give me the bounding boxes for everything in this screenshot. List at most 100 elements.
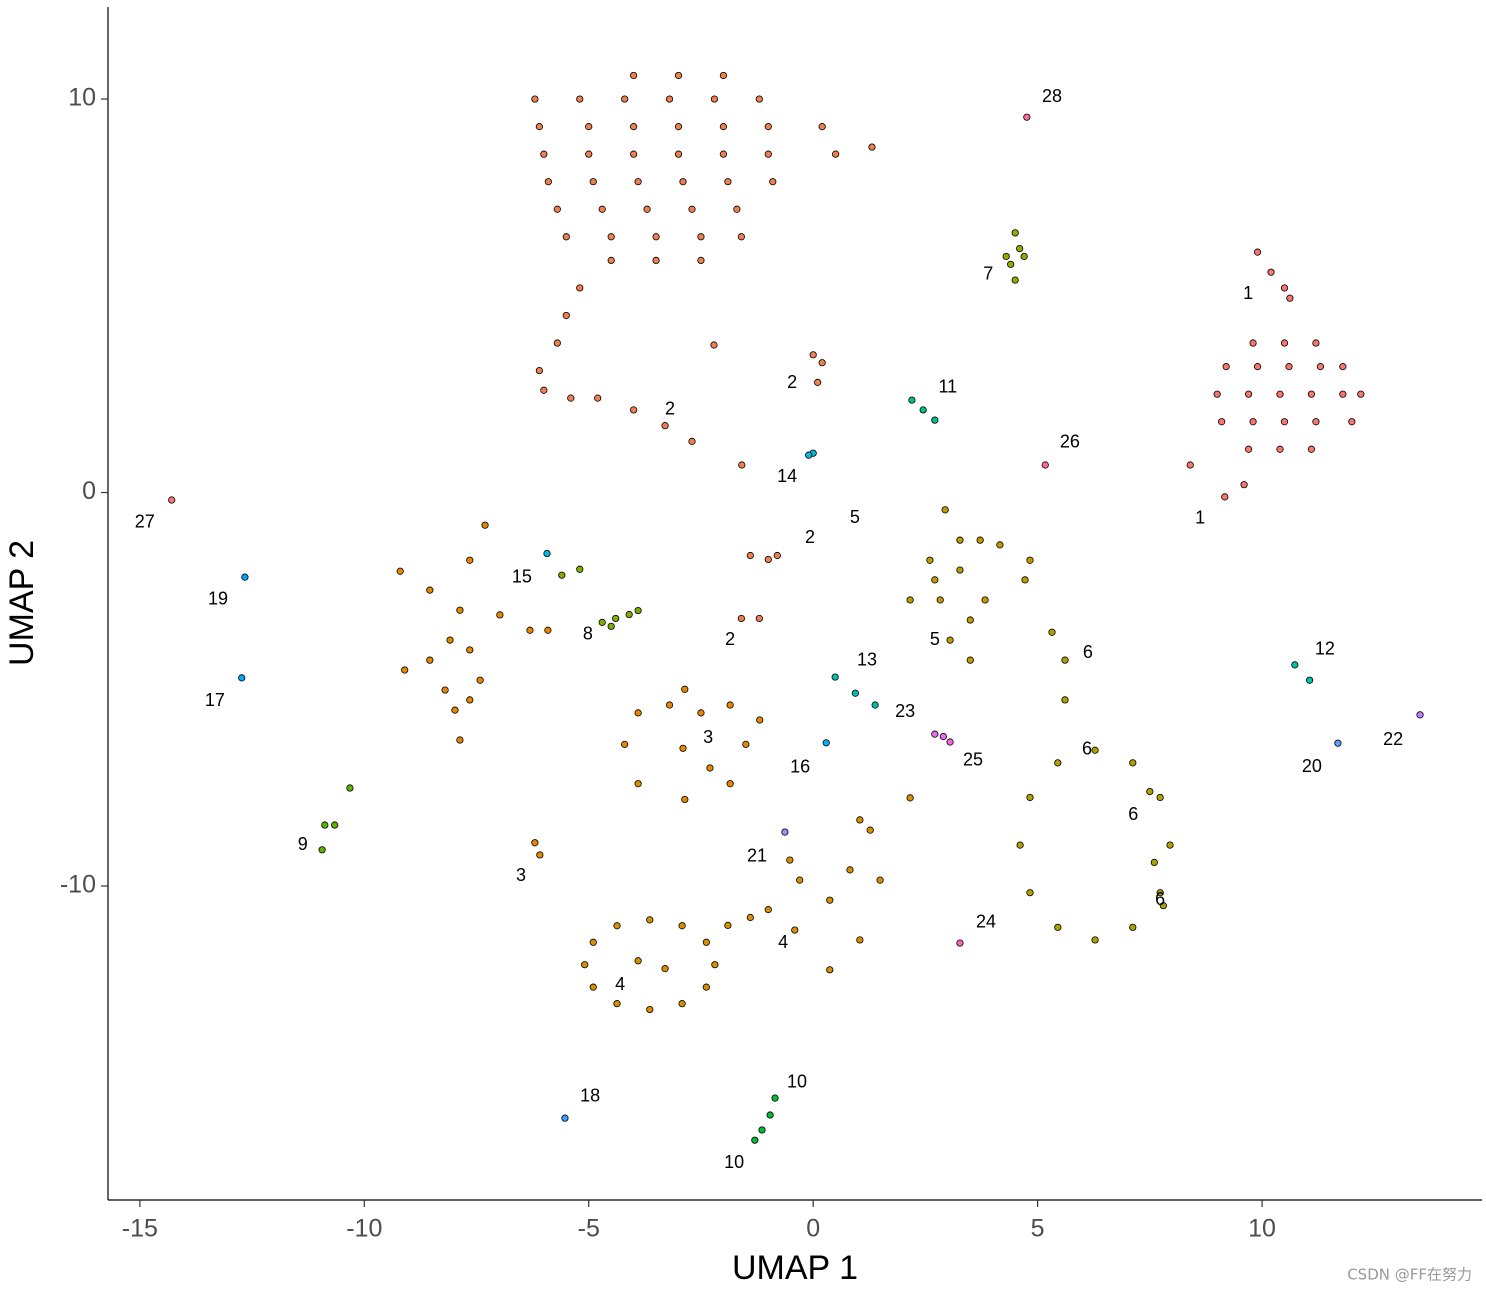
point: [746, 551, 754, 560]
point: [543, 549, 551, 558]
point: [966, 616, 974, 624]
point: [1026, 556, 1034, 564]
point: [737, 233, 745, 241]
point: [681, 795, 689, 804]
point: [678, 1000, 686, 1008]
point: [931, 730, 939, 738]
cluster-label: 10: [724, 1152, 744, 1172]
cluster-label: 11: [938, 377, 957, 397]
cluster-label: 2: [725, 629, 735, 649]
point: [791, 926, 799, 934]
cluster-label: 27: [135, 512, 155, 532]
point: [576, 95, 584, 103]
x-tick-label: -15: [122, 1215, 158, 1243]
point: [456, 736, 464, 744]
cluster-label: 6: [1155, 889, 1165, 909]
point: [1054, 759, 1062, 767]
point: [711, 961, 719, 969]
point: [1348, 418, 1356, 426]
cluster-label: 3: [516, 865, 526, 885]
point: [738, 461, 746, 469]
point: [585, 150, 593, 158]
point: [868, 143, 876, 151]
cluster-label: 9: [298, 834, 308, 854]
point: [764, 123, 772, 131]
point: [1312, 339, 1320, 347]
point: [758, 1126, 766, 1134]
point: [939, 732, 947, 741]
point: [581, 961, 589, 969]
point: [1249, 339, 1257, 347]
point: [1156, 793, 1164, 802]
point: [540, 150, 548, 158]
point: [769, 178, 777, 186]
point: [996, 541, 1004, 549]
cluster-label: 5: [930, 629, 940, 649]
point: [466, 646, 474, 654]
y-axis-title: UMAP 2: [3, 540, 41, 666]
point: [1016, 841, 1024, 849]
cluster-label: 3: [703, 727, 713, 747]
point: [1339, 363, 1347, 371]
point: [1186, 461, 1194, 469]
cluster-label: 14: [777, 466, 797, 486]
point: [526, 626, 534, 634]
point: [781, 828, 789, 836]
cluster-label: 20: [1302, 756, 1322, 776]
point: [674, 71, 683, 80]
point: [956, 939, 964, 947]
point: [796, 876, 804, 884]
point: [826, 896, 834, 904]
point: [1339, 390, 1347, 398]
point: [771, 1094, 779, 1102]
point: [697, 233, 705, 241]
point: [742, 740, 750, 748]
point: [621, 95, 629, 103]
point: [576, 565, 584, 573]
point: [702, 938, 710, 946]
point: [630, 150, 638, 158]
cluster-label: 15: [512, 567, 532, 587]
point: [321, 821, 329, 829]
point: [476, 676, 484, 684]
point: [946, 636, 954, 644]
point: [643, 205, 651, 213]
point: [1150, 858, 1158, 867]
point: [481, 521, 489, 529]
point: [941, 506, 949, 514]
point: [1156, 889, 1164, 897]
point: [908, 396, 916, 404]
cluster-label: 6: [1083, 642, 1093, 662]
point: [946, 738, 954, 746]
point: [665, 701, 674, 709]
point: [466, 556, 474, 564]
cluster-label: 23: [895, 701, 915, 721]
cluster-label: 7: [983, 264, 993, 284]
point: [773, 551, 781, 560]
point: [906, 596, 914, 604]
point: [1026, 793, 1034, 802]
point: [856, 816, 864, 824]
point: [1007, 260, 1015, 268]
point: [630, 71, 638, 80]
point: [634, 780, 642, 788]
point: [966, 656, 974, 664]
point: [818, 359, 826, 367]
point: [1307, 390, 1316, 398]
point: [746, 913, 754, 922]
point: [594, 394, 602, 402]
point: [318, 846, 326, 854]
point: [1249, 418, 1257, 426]
point: [719, 123, 728, 131]
point: [426, 586, 434, 594]
cluster-label: 19: [208, 589, 228, 609]
cluster-label: 4: [778, 932, 788, 952]
x-tick-label: 5: [1031, 1215, 1045, 1243]
point: [426, 656, 434, 664]
cluster-label: 12: [1315, 639, 1335, 659]
point: [726, 780, 734, 788]
point: [871, 701, 879, 709]
point: [634, 957, 642, 965]
x-tick-label: 10: [1248, 1215, 1276, 1243]
point: [726, 701, 734, 709]
